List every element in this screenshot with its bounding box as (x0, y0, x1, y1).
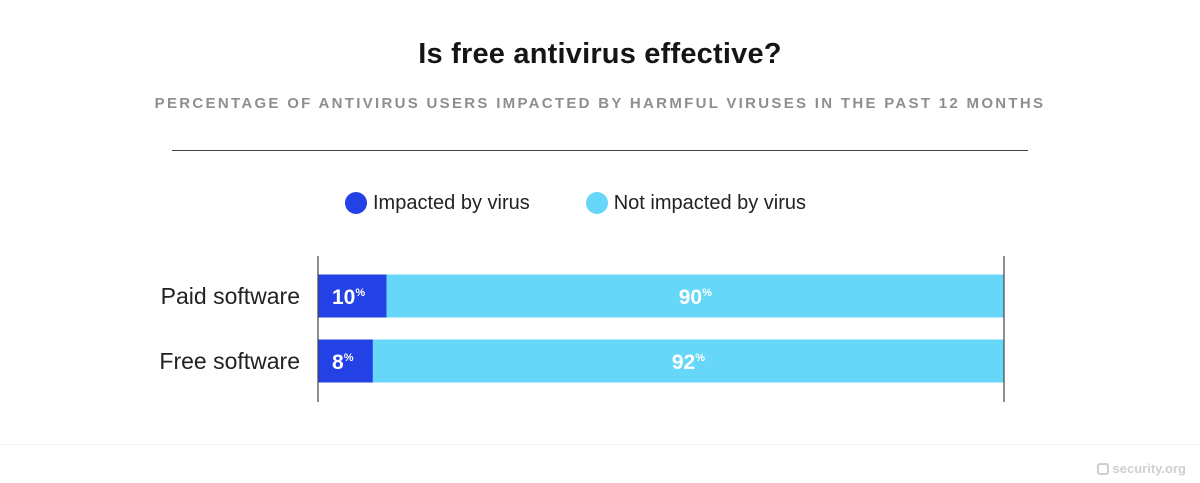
divider (172, 150, 1028, 151)
footer-divider (0, 444, 1200, 445)
legend: Impacted by virus Not impacted by virus (345, 190, 806, 216)
legend-label-not-impacted: Not impacted by virus (613, 191, 807, 214)
chart-subtitle: PERCENTAGE OF ANTIVIRUS USERS IMPACTED B… (154, 95, 1046, 112)
bar-paid-software-impacted-by-virus (318, 274, 387, 318)
data-label-free-software-not-impacted-by-virus: 92% (672, 351, 705, 374)
bar-paid-software-not-impacted-by-virus (386, 274, 1005, 318)
brand-logo: security.org (1096, 461, 1186, 476)
data-label-free-software-impacted-by-virus: 8% (332, 351, 354, 374)
security-logo-icon (1096, 462, 1109, 475)
brand-name: security.org (1112, 461, 1186, 476)
legend-swatch-impacted (345, 192, 367, 214)
legend-swatch-not-impacted (585, 192, 608, 214)
legend-item-not-impacted: Not impacted by virus (585, 191, 807, 215)
legend-label-impacted: Impacted by virus (373, 191, 530, 214)
data-label-paid-software-not-impacted-by-virus: 90% (679, 286, 712, 309)
bar-free-software-impacted-by-virus (318, 339, 373, 383)
chart-title: Is free antivirus effective? (418, 38, 782, 70)
category-label-paid-software: Paid software (161, 283, 300, 309)
legend-item-impacted: Impacted by virus (345, 192, 530, 215)
bar-free-software-not-impacted-by-virus (372, 339, 1004, 383)
data-label-paid-software-impacted-by-virus: 10% (332, 286, 365, 309)
category-label-free-software: Free software (159, 348, 300, 374)
